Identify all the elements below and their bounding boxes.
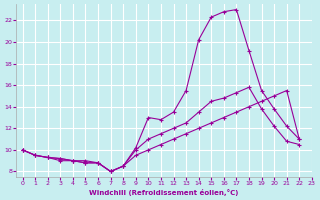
- X-axis label: Windchill (Refroidissement éolien,°C): Windchill (Refroidissement éolien,°C): [89, 189, 239, 196]
